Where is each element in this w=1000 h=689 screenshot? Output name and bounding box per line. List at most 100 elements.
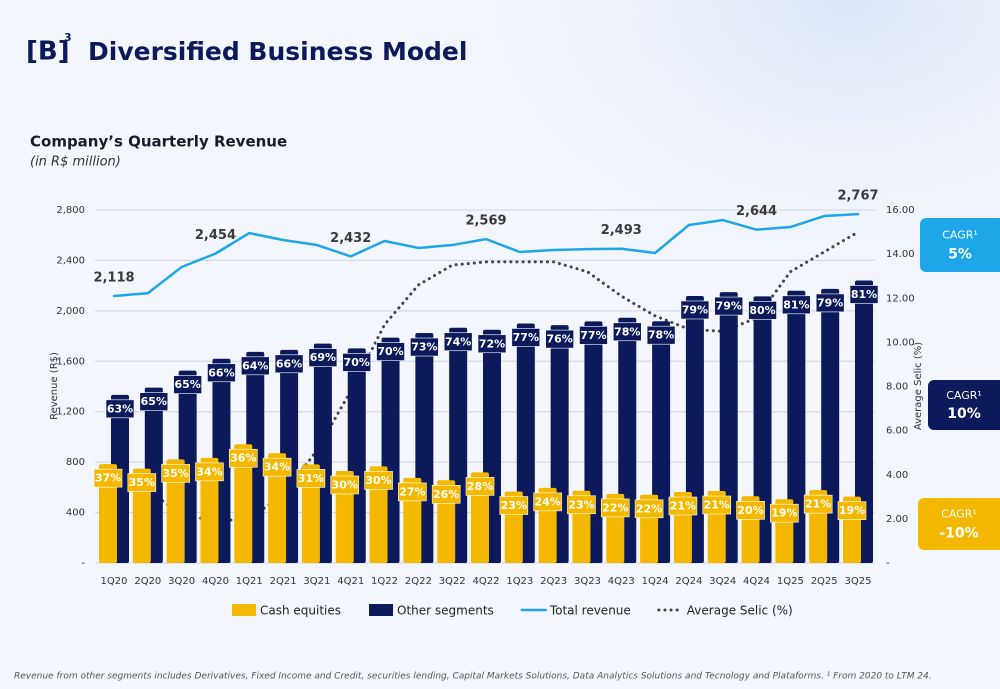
bar-label: 78% <box>648 329 674 342</box>
bar-label-box <box>364 471 393 490</box>
bar-label-box <box>770 503 799 523</box>
bar-label: 77% <box>513 331 539 344</box>
footnote: Revenue from other segments includes Der… <box>14 672 932 682</box>
bar-label-box <box>173 375 202 394</box>
legend-label: Other segments <box>397 604 494 618</box>
bar-label: 69% <box>310 351 336 364</box>
bar-label-box <box>330 475 360 495</box>
x-tick-label: 1Q21 <box>236 576 263 587</box>
x-tick-label: 3Q21 <box>303 576 330 587</box>
y-tick-label: - <box>81 558 85 569</box>
bar-label: 31% <box>298 472 324 485</box>
data-label: 2,118 <box>93 270 134 285</box>
y2-tick-label: 4.00 <box>886 470 908 481</box>
bar-label: 70% <box>344 356 370 369</box>
bar <box>787 290 806 563</box>
bar-label-box <box>262 457 292 477</box>
bar-label: 65% <box>174 378 200 391</box>
y2-tick-label: 10.00 <box>886 337 915 348</box>
x-tick-label: 3Q24 <box>709 576 736 587</box>
x-tick-label: 2Q20 <box>134 576 161 587</box>
bar-label-box <box>849 285 879 304</box>
bar-label: 27% <box>399 485 425 498</box>
bar-label-box <box>431 484 461 504</box>
bar-label: 63% <box>107 402 133 415</box>
x-tick-label: 2Q25 <box>811 576 838 587</box>
x-tick-label: 3Q23 <box>574 576 601 587</box>
bar-label: 80% <box>749 304 775 317</box>
bar-label: 21% <box>805 498 831 511</box>
logo-sup: 3 <box>64 31 72 44</box>
bar-label-box <box>161 464 190 483</box>
bar <box>301 464 320 563</box>
bar <box>234 444 253 563</box>
bar-label: 65% <box>141 395 167 408</box>
bar-label-box <box>398 482 427 502</box>
x-tick-label: 1Q24 <box>642 576 669 587</box>
bar-label: 70% <box>377 345 403 358</box>
bar-label-box <box>465 477 495 496</box>
x-tick-label: 3Q20 <box>168 576 195 587</box>
cagr-value: 10% <box>947 406 981 422</box>
bar-label: 21% <box>670 500 696 513</box>
bar-label-box <box>837 501 867 520</box>
x-tick-label: 1Q23 <box>506 576 533 587</box>
bar <box>753 296 772 563</box>
bar-label: 23% <box>501 499 527 512</box>
bar-label: 66% <box>276 357 302 370</box>
bar-label: 79% <box>817 296 843 309</box>
chart-title: Company’s Quarterly Revenue <box>30 133 287 151</box>
bar <box>132 468 151 563</box>
bar-label: 30% <box>365 474 391 487</box>
bar-label: 79% <box>716 300 742 313</box>
bar-label-box <box>634 499 664 519</box>
bar-label-box <box>736 501 765 520</box>
y2-tick-label: 8.00 <box>886 382 908 393</box>
bar-label: 66% <box>208 366 234 379</box>
y2-tick-label: 16.00 <box>886 205 915 216</box>
bar-label: 64% <box>242 359 268 372</box>
x-tick-label: 4Q22 <box>473 576 500 587</box>
bar-label: 20% <box>737 504 763 517</box>
y2-tick-label: 2.00 <box>886 514 908 525</box>
x-tick-label: 4Q21 <box>337 576 364 587</box>
bar-label-box <box>308 348 338 367</box>
data-label: 2,569 <box>465 214 506 229</box>
x-tick-label: 4Q23 <box>608 576 635 587</box>
legend-label: Cash equities <box>260 604 341 618</box>
bar-label-box <box>127 473 157 492</box>
bar-label: 19% <box>771 507 797 520</box>
bar-label: 35% <box>162 467 188 480</box>
bar <box>855 280 873 563</box>
bar <box>200 457 219 563</box>
cagr-label: CAGR¹ <box>942 228 978 241</box>
x-tick-label: 2Q23 <box>540 576 567 587</box>
bar-label: 78% <box>614 325 640 338</box>
bar-label-box <box>207 363 236 383</box>
bar-label-box <box>195 462 224 482</box>
cagr-box <box>918 498 1000 550</box>
bar <box>369 466 388 563</box>
bar-label-box <box>600 498 630 518</box>
bar-label-box <box>815 293 845 313</box>
legend-label: Total revenue <box>549 604 631 618</box>
bar-label-box <box>443 332 473 352</box>
bar-label: 21% <box>704 499 730 512</box>
bar-label: 81% <box>783 298 809 311</box>
cagr-box <box>920 218 1000 272</box>
line <box>112 212 860 298</box>
bar-label-box <box>139 392 169 411</box>
data-label: 2,493 <box>601 223 642 238</box>
cagr-value: -10% <box>939 525 978 541</box>
x-tick-label: 2Q24 <box>675 576 702 587</box>
bar-label-box <box>511 328 541 347</box>
bar-label: 72% <box>479 337 505 350</box>
bar <box>166 459 185 563</box>
bar-label-box <box>702 495 732 515</box>
bar-label: 28% <box>467 480 493 493</box>
bar-label: 37% <box>95 472 121 485</box>
bar-label: 73% <box>411 341 437 354</box>
cagr-label: CAGR¹ <box>941 508 977 521</box>
bar-label: 30% <box>332 478 358 491</box>
